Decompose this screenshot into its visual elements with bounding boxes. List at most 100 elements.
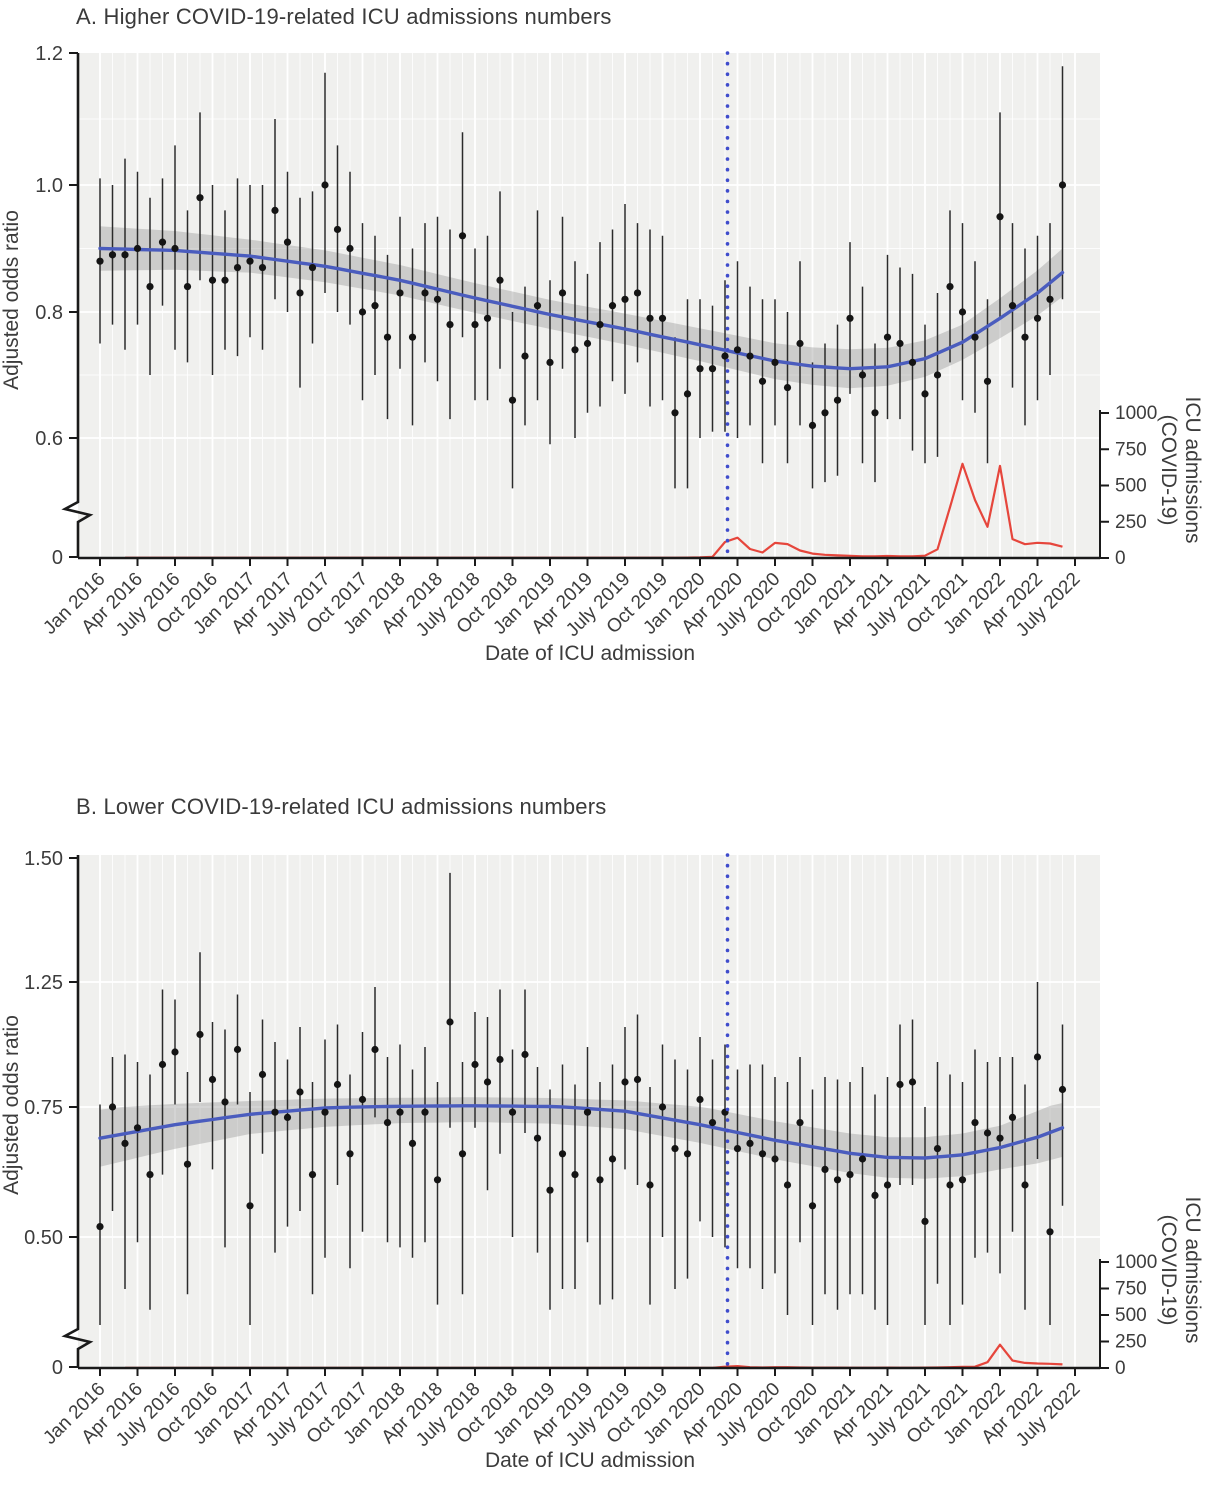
data-point <box>1021 1181 1029 1189</box>
data-point <box>1033 314 1042 322</box>
data-point <box>821 409 829 417</box>
data-point <box>458 1150 467 1158</box>
data-point <box>658 1103 667 1111</box>
data-point <box>546 1186 554 1194</box>
trend-line <box>98 1104 1065 1160</box>
data-point <box>283 238 292 246</box>
data-point <box>233 263 242 272</box>
data-point <box>96 257 104 265</box>
data-point <box>521 1050 529 1059</box>
data-point <box>683 1150 692 1158</box>
data-point <box>958 1176 967 1184</box>
data-point <box>558 1150 567 1158</box>
y-tick-label: 0.50 <box>24 1227 63 1249</box>
data-point <box>571 1171 579 1179</box>
data-point <box>108 251 117 259</box>
panel-a-ylabel: Adjusted odds ratio <box>0 210 23 390</box>
data-point <box>408 1139 417 1147</box>
y-tick-label: 0.8 <box>35 302 63 324</box>
data-point <box>1046 295 1054 303</box>
data-point <box>433 1176 442 1184</box>
panel-b-title: B. Lower COVID-19-related ICU admissions… <box>76 794 607 819</box>
data-point <box>508 1108 517 1116</box>
data-point <box>871 1191 879 1199</box>
data-point <box>233 1045 242 1054</box>
data-point <box>933 371 942 379</box>
y2-tick-label: 750 <box>1115 439 1147 460</box>
data-point <box>596 321 604 329</box>
data-point <box>708 365 717 373</box>
y-tick-label: 0.6 <box>35 428 63 450</box>
data-point <box>271 1108 279 1116</box>
data-point <box>833 396 842 404</box>
data-point <box>821 1165 829 1173</box>
data-point <box>171 1048 179 1056</box>
data-point <box>121 251 129 259</box>
y2-tick-label: 500 <box>1115 1305 1147 1326</box>
y2-tick-label: 1000 <box>1115 1252 1157 1273</box>
data-point <box>621 1078 629 1086</box>
data-point <box>208 276 217 284</box>
data-point <box>446 321 454 329</box>
trend-line <box>98 246 1065 371</box>
data-point <box>258 1070 267 1079</box>
data-point <box>408 333 417 341</box>
y2-tick-label: 250 <box>1115 1332 1147 1353</box>
y-tick-label: 1.2 <box>35 43 63 65</box>
data-point <box>883 1181 892 1189</box>
data-point <box>633 289 642 297</box>
data-point <box>658 314 667 322</box>
data-point <box>421 1108 429 1116</box>
data-point <box>358 308 367 316</box>
data-point <box>333 1080 342 1089</box>
data-point <box>1058 1085 1067 1094</box>
data-point <box>346 244 354 253</box>
data-point <box>721 352 729 360</box>
panel-a-title: A. Higher COVID-19-related ICU admission… <box>76 4 612 29</box>
data-point <box>583 1108 592 1116</box>
data-point <box>121 1139 129 1147</box>
data-point <box>933 1145 942 1153</box>
data-point <box>758 1150 767 1158</box>
data-point <box>196 1030 204 1039</box>
data-point <box>208 1075 217 1084</box>
data-point <box>908 358 917 366</box>
data-point <box>1033 1053 1042 1061</box>
data-point <box>296 289 304 297</box>
data-point <box>596 1176 604 1184</box>
data-point <box>783 1181 792 1189</box>
data-point <box>446 1018 454 1026</box>
data-point <box>671 1145 679 1153</box>
data-point <box>483 1078 492 1086</box>
data-point <box>858 1155 867 1163</box>
confidence-band <box>100 1097 1063 1179</box>
data-point <box>458 232 467 240</box>
data-point <box>471 1060 479 1069</box>
data-point <box>183 283 192 291</box>
y-axis <box>61 53 94 558</box>
data-point <box>246 1202 254 1210</box>
data-point <box>633 1075 642 1084</box>
y2-tick-label: 0 <box>1115 548 1126 569</box>
panel-b-xlabel: Date of ICU admission <box>485 1449 695 1472</box>
panel-b-y2label-line2: (COVID-19) <box>1157 1215 1180 1326</box>
data-point <box>158 1060 167 1069</box>
data-point <box>671 409 679 417</box>
y-tick-label: 1.50 <box>24 848 63 870</box>
data-point <box>571 346 579 354</box>
confidence-band <box>100 226 1063 389</box>
y-zero-label: 0 <box>52 1357 63 1379</box>
data-point <box>733 1145 742 1153</box>
panel-b-ylabel: Adjusted odds ratio <box>0 1015 23 1195</box>
data-point <box>808 421 817 429</box>
y2-tick-label: 750 <box>1115 1279 1147 1300</box>
panel-a-xlabel: Date of ICU admission <box>485 642 695 665</box>
data-point <box>383 1119 392 1127</box>
data-point <box>783 384 792 392</box>
data-point <box>871 409 879 417</box>
data-point <box>196 194 204 202</box>
data-point <box>283 1113 292 1121</box>
data-point <box>496 276 504 284</box>
